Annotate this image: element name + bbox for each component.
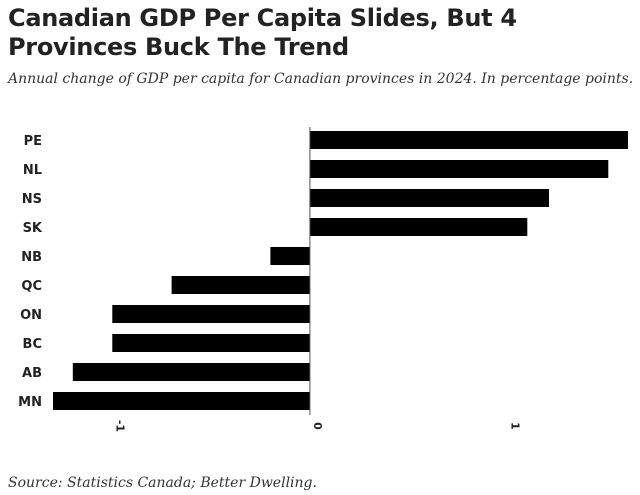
category-label-on: ON <box>20 308 42 323</box>
x-axis-ticks: -1 0 1 <box>113 420 521 432</box>
chart-subtitle: Annual change of GDP per capita for Cana… <box>8 71 634 87</box>
category-label-nb: NB <box>21 250 42 265</box>
chart-title: Canadian GDP Per Capita Slides, But 4 Pr… <box>8 4 517 61</box>
x-tick-label-neg1: -1 <box>113 420 126 432</box>
x-tick-label-0: 0 <box>311 422 324 430</box>
category-label-nl: NL <box>23 163 42 178</box>
bar-nl <box>309 160 609 178</box>
bar-ab <box>72 363 310 381</box>
bar-nb <box>270 247 310 265</box>
category-label-bc: BC <box>23 337 42 352</box>
x-tick-label-1: 1 <box>509 422 522 430</box>
bars <box>53 131 628 410</box>
bar-chart: PE NL NS SK NB QC ON BC AB MN -1 0 1 <box>18 127 628 432</box>
category-label-sk: SK <box>23 221 43 236</box>
category-label-mn: MN <box>18 395 42 410</box>
source-note: Source: Statistics Canada; Better Dwelli… <box>8 475 317 491</box>
bar-pe <box>309 131 628 149</box>
bar-qc <box>171 276 310 294</box>
bar-sk <box>309 218 528 236</box>
category-label-qc: QC <box>21 279 42 294</box>
category-label-ab: AB <box>22 366 42 381</box>
bar-on <box>112 305 310 323</box>
category-labels: PE NL NS SK NB QC ON BC AB MN <box>18 134 43 410</box>
bar-bc <box>112 334 310 352</box>
bar-mn <box>53 392 310 410</box>
bar-ns <box>309 189 549 207</box>
category-label-pe: PE <box>24 134 42 149</box>
category-label-ns: NS <box>22 192 42 207</box>
